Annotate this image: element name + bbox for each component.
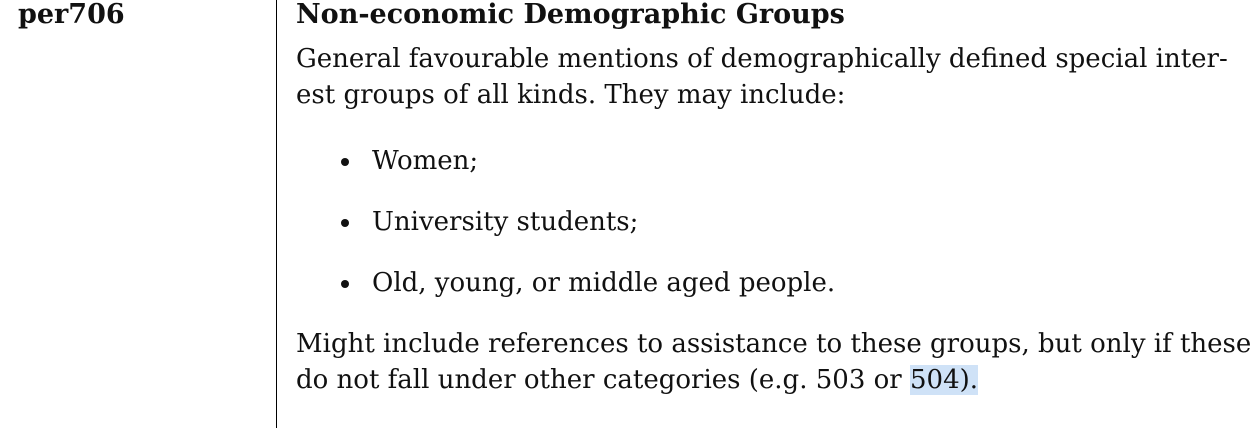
list-item: Women; [296, 143, 1236, 179]
category-note: Might include references to assistance t… [296, 326, 1251, 398]
column-divider [276, 0, 277, 428]
bullet-list: Women; University students; Old, young, … [296, 143, 1236, 301]
list-item-text: University students; [372, 207, 639, 237]
category-title: Non-economic Demographic Groups [296, 0, 845, 30]
note-line-1: Might include references to assistance t… [296, 329, 1252, 359]
description-line-2: est groups of all kinds. They may includ… [296, 80, 846, 110]
list-item: Old, young, or middle aged people. [296, 265, 1236, 301]
category-description: General favourable mentions of demograph… [296, 41, 1236, 113]
list-item-text: Old, young, or middle aged people. [372, 268, 836, 298]
bullet-icon [341, 158, 349, 166]
bullet-icon [341, 219, 349, 227]
description-line-1: General favourable mentions of demograph… [296, 44, 1228, 74]
category-code: per706 [18, 0, 125, 30]
selected-text-highlight[interactable]: 504). [909, 365, 979, 395]
list-item-text: Women; [372, 146, 479, 176]
category-content: Non-economic Demographic Groups General … [296, 0, 1251, 398]
bullet-icon [341, 280, 349, 288]
list-item: University students; [296, 204, 1236, 240]
note-line-2: do not fall under other categories (e.g.… [296, 365, 910, 395]
